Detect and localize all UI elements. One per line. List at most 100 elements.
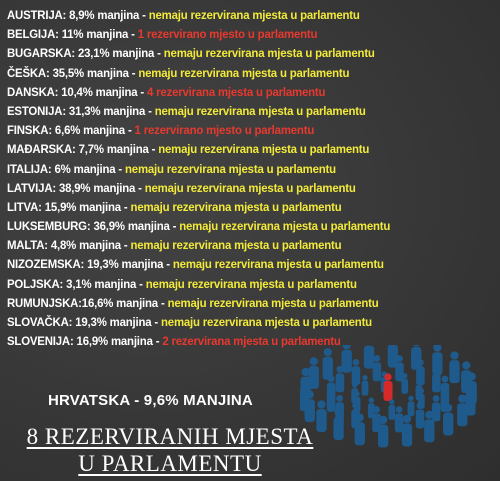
- country-row: ITALIJA: 6% manjina - nemaju rezervirana…: [7, 160, 458, 179]
- minority-share: 19,3% manjina: [72, 315, 152, 329]
- separator: -: [137, 84, 148, 99]
- country-name: LITVA:: [7, 199, 42, 214]
- separator: -: [145, 103, 155, 118]
- person-icon: [443, 403, 454, 436]
- seat-note: nemaju rezervirana mjesta u parlamentu: [138, 65, 350, 80]
- person-icon: [415, 402, 425, 429]
- person-icon: [457, 394, 468, 427]
- seat-note: nemaju rezervirana mjesta u parlamentu: [172, 257, 384, 272]
- minority-share: 10,4% manjina: [58, 84, 138, 99]
- country-name: LUKSEMBURG:: [7, 219, 91, 234]
- crowd-illustration: [300, 345, 477, 448]
- separator: -: [148, 142, 159, 157]
- separator: -: [135, 180, 145, 195]
- minority-share: 38,9% manjina: [55, 180, 136, 195]
- person-icon: [431, 395, 441, 422]
- person-icon: [354, 413, 365, 446]
- person-icon: [407, 395, 415, 417]
- seat-note: nemaju rezervirana mjesta u parlamentu: [144, 180, 356, 195]
- person-icon: [361, 374, 369, 396]
- country-row: LUKSEMBURG: 36,9% manjina - nemaju rezer…: [7, 217, 458, 236]
- seat-note: nemaju rezervirana mjesta u parlamentu: [130, 199, 342, 214]
- croatia-headline: HRVATSKA - 9,6% MANJINA: [48, 392, 253, 409]
- country-row: SLOVAČKA: 19,3% manjina - nemaju rezervi…: [7, 313, 458, 332]
- person-icon: [378, 415, 389, 448]
- separator: -: [128, 27, 138, 42]
- seat-note: 4 rezervirana mjesta u parlamentu: [147, 84, 326, 99]
- country-name: ČEŠKA:: [7, 65, 50, 80]
- country-name: NIZOZEMSKA:: [7, 257, 85, 272]
- minority-share: 36,9% manjina: [90, 219, 170, 234]
- minority-share: 6,6% manjina: [51, 123, 125, 138]
- country-name: AUSTRIJA:: [7, 8, 67, 22]
- country-row: MALTA: 4,8% manjina - nemaju rezervirana…: [7, 236, 458, 255]
- person-icon: [333, 408, 344, 440]
- country-row: BUGARSKA: 23,1% manjina - nemaju rezervi…: [7, 44, 458, 63]
- country-name: LATVIJA:: [7, 180, 56, 195]
- seats-line-1: 8 REZERVIRANIH MJESTA: [26, 424, 314, 449]
- seat-note: nemaju rezervirana mjesta u parlamentu: [163, 46, 375, 61]
- minority-share: 4,8% manjina: [47, 238, 121, 253]
- separator: -: [139, 8, 149, 22]
- separator: -: [128, 65, 139, 80]
- separator: -: [120, 199, 131, 214]
- seat-note: nemaju rezervirana mjesta u parlamentu: [148, 8, 360, 22]
- country-row: ČEŠKA: 35,5% manjina - nemaju rezerviran…: [7, 64, 458, 83]
- separator: -: [152, 334, 163, 349]
- country-row: NIZOZEMSKA: 19,3% manjina - nemaju rezer…: [7, 255, 458, 274]
- minority-share: 7,7% manjina: [75, 142, 149, 157]
- country-name: ITALIJA:: [7, 161, 52, 176]
- person-icon: [401, 414, 413, 447]
- country-row: RUMUNJSKA:16,6% manjina - nemaju rezervi…: [7, 294, 458, 313]
- separator: -: [120, 238, 131, 253]
- minority-share: 3,1% manjina: [63, 276, 137, 291]
- seat-note: 1 rezervirano mjesto u parlamentu: [134, 123, 315, 138]
- minority-share: 16,9% manjina: [73, 334, 153, 349]
- country-name: RUMUNJSKA:: [7, 295, 82, 310]
- separator: -: [151, 315, 162, 329]
- country-row: MAĐARSKA: 7,7% manjina - nemaju rezervir…: [7, 140, 458, 159]
- person-icon: [326, 385, 336, 412]
- minority-list: AUSTRIJA: 8,9% manjina - nemaju rezervir…: [7, 6, 497, 351]
- country-row: POLJSKA: 3,1% manjina - nemaju rezervira…: [7, 275, 458, 294]
- country-row: LATVIJA: 38,9% manjina - nemaju rezervir…: [7, 179, 458, 198]
- minority-share: 35,5% manjina: [49, 65, 129, 80]
- person-icon: [316, 400, 327, 433]
- minority-share: 31,3% manjina: [65, 103, 146, 118]
- minority-share: 19,3% manjina: [84, 257, 164, 272]
- person-icon: [395, 355, 404, 382]
- seat-note: nemaju rezervirana mjesta u parlamentu: [158, 142, 370, 157]
- country-row: ESTONIJA: 31,3% manjina - nemaju rezervi…: [7, 102, 458, 121]
- person-icon: [449, 351, 460, 384]
- country-row: FINSKA: 6,6% manjina - 1 rezervirano mje…: [7, 121, 458, 140]
- country-row: DANSKA: 10,4% manjina - 4 rezervirana mj…: [7, 83, 458, 102]
- seat-note: nemaju rezervirana mjesta u parlamentu: [167, 295, 379, 310]
- minority-share: 8,9% manjina: [66, 8, 140, 22]
- seat-note: nemaju rezervirana mjesta u parlamentu: [179, 219, 391, 234]
- country-name: BUGARSKA:: [7, 46, 76, 61]
- person-icon: [304, 390, 315, 423]
- croatia-seats-caption: 8 REZERVIRANIH MJESTA U PARLAMENTU: [10, 423, 330, 477]
- person-icon: [363, 345, 375, 369]
- person-icon: [432, 366, 441, 393]
- separator: -: [154, 46, 164, 61]
- country-name: MAĐARSKA:: [7, 142, 76, 157]
- minority-share: 16,6% manjina: [81, 295, 158, 310]
- country-name: FINSKA:: [7, 123, 52, 138]
- highlighted-person-icon: [383, 373, 393, 401]
- country-name: DANSKA:: [7, 84, 59, 99]
- person-icon: [411, 345, 422, 370]
- country-row: BELGIJA: 11% manjina - 1 rezervirano mje…: [7, 25, 458, 44]
- person-icon: [465, 383, 476, 416]
- separator: -: [157, 295, 168, 310]
- separator: -: [124, 123, 135, 138]
- person-icon: [335, 366, 345, 393]
- separator: -: [163, 257, 173, 272]
- country-name: MALTA:: [7, 238, 48, 253]
- seat-note: 2 rezervirana mjesta u parlamentu: [162, 334, 341, 349]
- country-row: AUSTRIJA: 8,9% manjina - nemaju rezervir…: [7, 6, 458, 25]
- minority-share: 23,1% manjina: [75, 46, 155, 61]
- person-icon: [351, 358, 361, 386]
- seat-note: nemaju rezervirana mjesta u parlamentu: [154, 103, 366, 118]
- seats-line-2: U PARLAMENTU: [78, 451, 262, 476]
